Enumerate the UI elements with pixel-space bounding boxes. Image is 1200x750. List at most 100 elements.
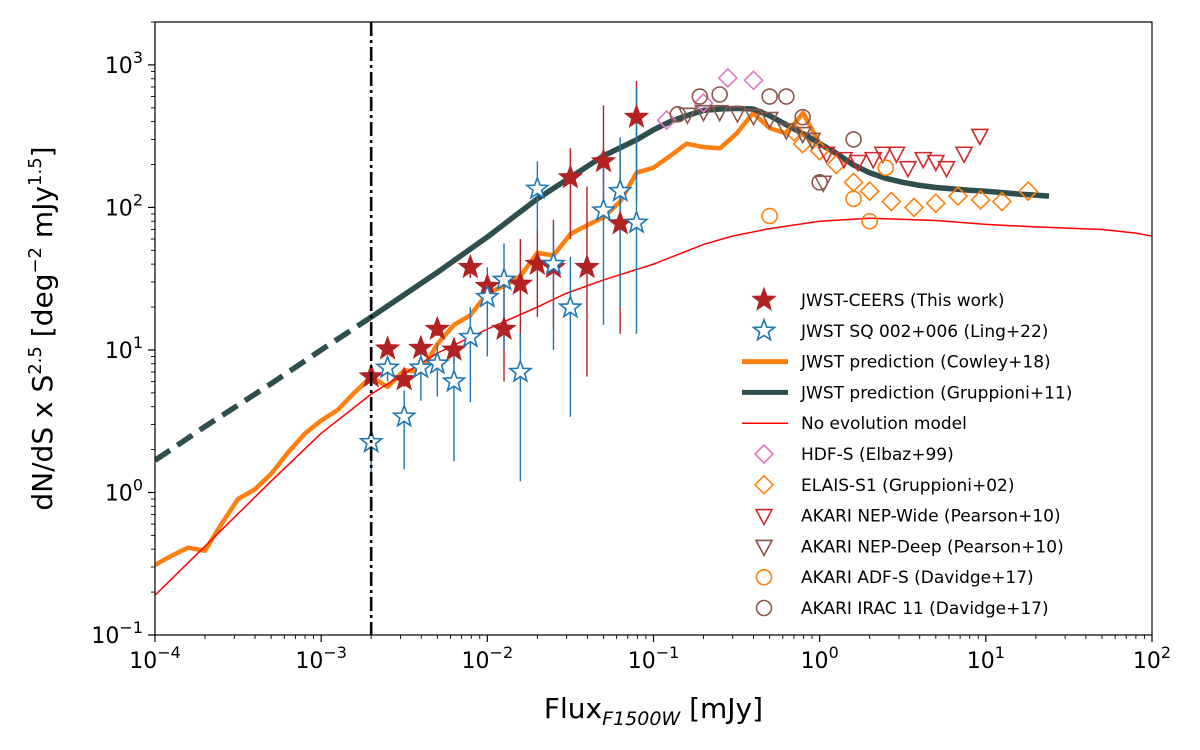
data-point-elbaz-3 xyxy=(743,70,764,91)
y-tick-label-2: 101 xyxy=(105,333,143,364)
y-axis-title-main: dN/dS x S xyxy=(26,375,59,511)
data-point-nepdeep-6 xyxy=(776,123,796,141)
x-axis-title-unit: [mJy] xyxy=(680,692,763,725)
series-line-cowley xyxy=(155,110,838,567)
data-point-irac-0 xyxy=(669,106,687,123)
legend-item-ceers: JWST-CEERS (This work) xyxy=(751,286,1004,311)
y-tick-label-3: 102 xyxy=(105,190,143,221)
data-point-ceers-12 xyxy=(557,164,584,189)
y-tick-base-2: 10 xyxy=(105,339,133,364)
data-point-ling-1 xyxy=(374,354,401,379)
data-point-nepwide-4 xyxy=(873,146,893,164)
data-point-nepwide-2 xyxy=(848,154,868,173)
y-tick-base-1: 10 xyxy=(105,481,133,506)
legend: JWST-CEERS (This work) JWST SQ 002+006 (L… xyxy=(742,286,1072,619)
data-point-irac-2 xyxy=(711,86,728,103)
data-point-ling-3 xyxy=(408,354,434,379)
data-point-elais-10 xyxy=(970,189,991,210)
x-tick-exp-1: −3 xyxy=(323,643,347,662)
y-tick-exp-1: 0 xyxy=(133,475,143,494)
data-point-adfs-0 xyxy=(761,207,778,225)
data-point-ling-15 xyxy=(623,209,650,234)
y-axis-title-sup2: −2 xyxy=(25,247,46,274)
data-point-nepdeep-7 xyxy=(793,126,812,145)
legend-item-irac: AKARI IRAC 11 (Davidge+17) xyxy=(755,599,1049,619)
data-point-elais-9 xyxy=(947,186,969,207)
legend-swatch-nepwide xyxy=(754,508,774,527)
data-point-ling-5 xyxy=(441,368,467,393)
legend-label-noevo: No evolution model xyxy=(801,414,967,434)
y-axis-title-unit-a: [deg xyxy=(26,274,59,347)
legend-swatch-elais xyxy=(753,474,775,495)
y-axis-title-unit-c: ] xyxy=(26,146,59,157)
data-point-elbaz-2 xyxy=(717,67,738,89)
data-point-nepwide-5 xyxy=(887,146,906,164)
legend-label-adfs: AKARI ADF-S (Davidge+17) xyxy=(801,568,1034,588)
y-tick-exp-3: 2 xyxy=(133,190,143,209)
data-point-nepwide-10 xyxy=(954,146,974,164)
y-tick-exp-2: 1 xyxy=(133,333,143,352)
data-point-ceers-1 xyxy=(374,335,401,360)
data-point-ling-13 xyxy=(590,197,617,222)
model-lines-layer xyxy=(155,105,1152,596)
data-point-elais-7 xyxy=(903,197,925,218)
data-point-nepdeep-3 xyxy=(728,106,747,124)
legend-item-nepdeep: AKARI NEP-Deep (Pearson+10) xyxy=(754,537,1064,557)
data-point-nepdeep-4 xyxy=(744,108,763,127)
x-tick-label-4: 100 xyxy=(801,643,839,674)
data-point-ling-8 xyxy=(491,266,517,291)
x-tick-label-1: 10−3 xyxy=(295,643,347,674)
data-point-ling-9 xyxy=(507,358,533,383)
data-point-irac-1 xyxy=(691,88,709,105)
data-point-ling-2 xyxy=(391,403,417,428)
data-point-elais-5 xyxy=(859,181,880,202)
x-axis-title-main: Flux xyxy=(544,692,602,725)
data-point-nepwide-9 xyxy=(937,160,956,179)
data-point-irac-7 xyxy=(845,131,862,148)
data-point-ceers-6 xyxy=(457,253,484,279)
x-tick-label-3: 10−1 xyxy=(628,643,680,674)
data-point-nepwide-11 xyxy=(970,128,990,147)
data-point-nepwide-0 xyxy=(817,146,836,164)
data-point-nepdeep-2 xyxy=(710,104,729,123)
y-tick-label-4: 103 xyxy=(105,48,143,79)
y-tick-exp-0: −1 xyxy=(119,618,143,637)
legend-label-elais: ELAIS-S1 (Gruppioni+02) xyxy=(801,476,1014,496)
x-tick-label-2: 10−2 xyxy=(462,643,514,674)
x-axis-title-sub: F1500W xyxy=(602,708,681,730)
legend-item-gruppioni11: JWST prediction (Gruppioni+11) xyxy=(742,383,1072,403)
series-line-gruppioni11-dashed xyxy=(155,314,373,463)
x-tick-label-6: 102 xyxy=(1133,643,1171,674)
data-point-ceers-8 xyxy=(491,315,517,340)
legend-label-ceers: JWST-CEERS (This work) xyxy=(800,291,1004,311)
legend-item-ling: JWST SQ 002+006 (Ling+22) xyxy=(751,317,1048,342)
legend-swatch-irac xyxy=(755,599,773,617)
x-tick-base-5: 10 xyxy=(967,649,995,674)
data-point-nepwide-6 xyxy=(898,160,918,179)
y-axis-title-sup3: 1.5 xyxy=(25,157,46,186)
legend-item-elbaz: HDF-S (Elbaz+99) xyxy=(753,443,954,465)
data-point-ceers-2 xyxy=(391,366,417,391)
data-point-ling-14 xyxy=(607,177,633,202)
data-point-irac-3 xyxy=(761,88,778,105)
data-point-nepwide-3 xyxy=(863,151,883,170)
legend-item-adfs: AKARI ADF-S (Davidge+17) xyxy=(755,568,1034,588)
data-point-nepdeep-8 xyxy=(802,132,822,151)
y-tick-exp-4: 3 xyxy=(133,48,143,67)
x-tick-exp-2: −2 xyxy=(490,643,514,662)
data-point-elbaz-1 xyxy=(693,92,714,114)
legend-swatch-elbaz xyxy=(753,443,775,465)
data-point-elais-12 xyxy=(1018,181,1039,202)
x-tick-base-4: 10 xyxy=(801,649,829,674)
data-point-ling-4 xyxy=(424,350,450,375)
x-tick-exp-6: 2 xyxy=(1161,643,1171,662)
data-point-irac-6 xyxy=(811,174,828,191)
legend-swatch-ceers xyxy=(751,286,777,311)
x-tick-exp-4: 0 xyxy=(829,643,839,662)
y-tick-label-1: 100 xyxy=(105,475,143,506)
data-point-irac-4 xyxy=(778,88,795,105)
x-tick-exp-0: −4 xyxy=(157,643,181,662)
data-point-ceers-5 xyxy=(441,336,467,361)
data-point-ling-7 xyxy=(474,283,500,308)
